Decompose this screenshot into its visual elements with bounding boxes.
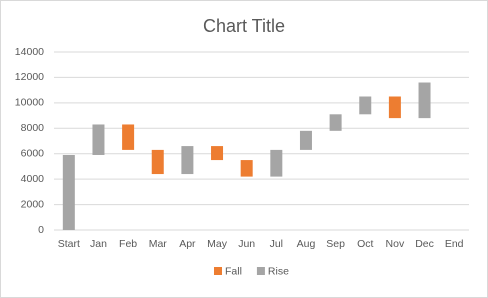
- x-tick-label: Oct: [357, 238, 373, 250]
- x-tick-label: Dec: [415, 238, 434, 250]
- y-tick-label: 12000: [15, 71, 44, 83]
- bar: [92, 124, 105, 155]
- bar: [329, 114, 342, 131]
- x-tick-label: Jun: [238, 238, 255, 250]
- bar: [151, 149, 164, 175]
- bar: [270, 149, 283, 177]
- x-tick-label: End: [445, 238, 464, 250]
- bar: [388, 96, 401, 119]
- bar: [299, 130, 312, 150]
- y-tick-label: 8000: [21, 122, 45, 134]
- x-tick-label: Sep: [326, 238, 345, 250]
- bar: [240, 160, 253, 177]
- bar: [359, 96, 372, 115]
- y-tick-label: 0: [38, 224, 44, 236]
- legend-label: Rise: [268, 265, 289, 277]
- y-tick-label: 6000: [21, 147, 45, 159]
- y-tick-label: 14000: [15, 46, 44, 58]
- x-tick-label: Apr: [179, 238, 196, 250]
- bar: [62, 154, 75, 230]
- legend-swatch: [214, 267, 222, 275]
- y-tick-label: 2000: [21, 198, 45, 210]
- x-tick-label: Start: [58, 238, 80, 250]
- bar: [211, 146, 224, 161]
- x-tick-label: Jan: [90, 238, 107, 250]
- bar: [122, 124, 135, 150]
- bar: [418, 82, 431, 119]
- x-tick-label: Mar: [149, 238, 168, 250]
- x-tick-label: Feb: [119, 238, 137, 250]
- chart-title: Chart Title: [203, 16, 285, 36]
- y-tick-label: 10000: [15, 97, 44, 109]
- x-tick-label: Nov: [386, 238, 405, 250]
- x-tick-label: Jul: [270, 238, 283, 250]
- legend-label: Fall: [225, 265, 242, 277]
- x-tick-label: Aug: [297, 238, 316, 250]
- y-tick-label: 4000: [21, 173, 45, 185]
- legend-swatch: [256, 267, 265, 275]
- bar: [181, 146, 194, 175]
- x-tick-label: May: [207, 238, 228, 250]
